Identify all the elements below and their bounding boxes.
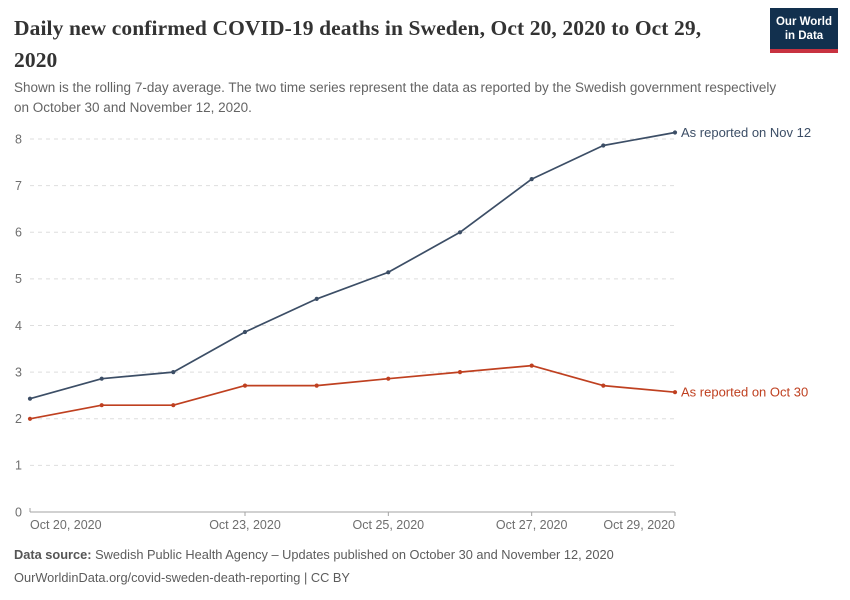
data-point[interactable] — [242, 383, 248, 388]
data-point[interactable] — [314, 383, 319, 388]
data-point[interactable] — [314, 296, 319, 301]
owid-logo[interactable]: Our World in Data — [770, 8, 838, 53]
data-point[interactable] — [672, 390, 678, 395]
data-point[interactable] — [601, 143, 606, 148]
data-source-text: Swedish Public Health Agency – Updates p… — [91, 547, 614, 562]
y-axis-label-0: 0 — [15, 505, 22, 519]
x-axis-label-3: Oct 27, 2020 — [496, 518, 568, 532]
y-axis-label-4: 4 — [15, 319, 22, 333]
data-point[interactable] — [457, 370, 463, 375]
series-1[interactable]: As reported on Oct 30 — [27, 363, 808, 421]
chart-subtitle: Shown is the rolling 7-day average. The … — [14, 80, 777, 115]
chart-footer: Data source: Swedish Public Health Agenc… — [14, 543, 614, 589]
x-axis-label-4: Oct 29, 2020 — [603, 518, 675, 532]
y-axis-label-7: 7 — [15, 179, 22, 193]
y-axis-label-1: 1 — [15, 459, 22, 473]
owid-logo-line1: Our World — [775, 16, 832, 28]
series-0[interactable]: As reported on Nov 12 — [27, 125, 811, 401]
data-point[interactable] — [386, 270, 391, 275]
series-line-0[interactable] — [29, 131, 676, 400]
data-point[interactable] — [99, 403, 104, 408]
footer-url: OurWorldinData.org/covid-sweden-death-re… — [14, 570, 350, 585]
y-axis-label-6: 6 — [15, 226, 22, 240]
x-axis-label-0: Oct 20, 2020 — [30, 518, 102, 532]
series-label-0: As reported on Nov 12 — [681, 125, 811, 140]
series-label-1: As reported on Oct 30 — [681, 385, 808, 400]
data-point[interactable] — [171, 370, 176, 375]
gridlines — [30, 138, 678, 466]
y-axis-label-5: 5 — [15, 272, 22, 286]
data-point[interactable] — [529, 177, 534, 182]
page-title: Daily new confirmed COVID-19 deaths in S… — [14, 16, 702, 72]
y-axis-label-2: 2 — [15, 412, 22, 426]
data-point[interactable] — [27, 396, 33, 401]
data-point[interactable] — [529, 363, 534, 368]
data-source-line: Data source: Swedish Public Health Agenc… — [14, 543, 614, 566]
data-point[interactable] — [601, 383, 606, 388]
y-axis-label-8: 8 — [15, 132, 22, 146]
data-point[interactable] — [457, 230, 463, 235]
data-point[interactable] — [171, 403, 176, 408]
data-point[interactable] — [386, 376, 391, 381]
data-point[interactable] — [672, 130, 678, 135]
data-source-label: Data source: — [14, 547, 92, 562]
data-point[interactable] — [99, 376, 104, 381]
x-axis-label-2: Oct 25, 2020 — [353, 518, 425, 532]
y-axis-label-3: 3 — [15, 365, 22, 379]
data-point[interactable] — [242, 329, 248, 335]
axes: 0 1 2 3 4 5 6 7 8 Oct 20, 2020 Oct 23, 2020 Oct 25,… — [15, 132, 676, 532]
data-point[interactable] — [27, 416, 33, 421]
owid-logo-line2: in Data — [784, 30, 824, 42]
series-line-1[interactable] — [29, 364, 676, 420]
x-axis-label-1: Oct 23, 2020 — [209, 518, 281, 532]
